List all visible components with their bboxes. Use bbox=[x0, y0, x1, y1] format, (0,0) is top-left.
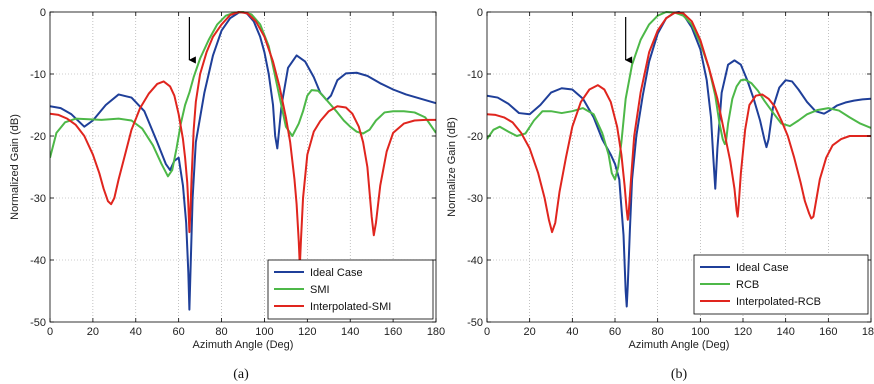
x-tick-label: 0 bbox=[484, 326, 490, 338]
x-axis-label: Azimuth Angle (Deg) bbox=[193, 339, 294, 351]
x-tick-label: 80 bbox=[652, 326, 664, 338]
y-tick-label: -20 bbox=[467, 131, 483, 143]
y-tick-label: -30 bbox=[467, 193, 483, 205]
x-tick-label: 40 bbox=[566, 326, 578, 338]
y-tick-label: -50 bbox=[30, 317, 46, 329]
panel-caption: (b) bbox=[671, 367, 688, 382]
legend-entry: SMI bbox=[310, 284, 330, 296]
x-tick-label: 120 bbox=[734, 326, 752, 338]
series-line-interpolated-smi bbox=[50, 11, 436, 268]
x-axis-label: Azimuth Angle (Deg) bbox=[629, 339, 730, 351]
x-tick-label: 100 bbox=[255, 326, 273, 338]
legend-entry: RCB bbox=[736, 279, 759, 291]
x-tick-label: 0 bbox=[47, 326, 53, 338]
legend: Ideal Case RCB Interpolated-RCB bbox=[693, 254, 869, 315]
x-tick-label: 100 bbox=[691, 326, 709, 338]
y-tick-label: -40 bbox=[30, 255, 46, 267]
x-tick-label: 20 bbox=[87, 326, 99, 338]
y-tick-label: -30 bbox=[30, 193, 46, 205]
y-tick-label: -10 bbox=[467, 69, 483, 81]
x-tick-label: 140 bbox=[341, 326, 359, 338]
legend: Ideal Case SMI Interpolated-SMI bbox=[267, 259, 434, 320]
x-tick-label: 120 bbox=[298, 326, 316, 338]
y-axis-label: Normalize Gain (dB) bbox=[446, 117, 458, 217]
y-tick-label: 0 bbox=[477, 7, 483, 19]
y-tick-label: 0 bbox=[40, 7, 46, 19]
chart-panel-a: 0 20 40 60 80 100 120 140 160 180 0 -10 -20 -30 -40 -50… bbox=[9, 7, 445, 382]
x-tick-label: 160 bbox=[819, 326, 837, 338]
y-tick-label: -20 bbox=[30, 131, 46, 143]
panel-caption: (a) bbox=[233, 367, 249, 382]
legend-entry: Ideal Case bbox=[310, 267, 363, 279]
x-tick-label: 140 bbox=[776, 326, 794, 338]
x-tick-label: 160 bbox=[384, 326, 402, 338]
y-tick-label: -10 bbox=[30, 69, 46, 81]
x-tick-label: 40 bbox=[130, 326, 142, 338]
x-tick-label: 60 bbox=[173, 326, 185, 338]
axes-frame bbox=[49, 11, 437, 323]
grid-lines bbox=[50, 12, 436, 322]
series-lines bbox=[487, 11, 871, 308]
x-tick-label: 180 bbox=[427, 326, 445, 338]
legend-entry: Interpolated-SMI bbox=[310, 301, 391, 313]
y-tick-label: -40 bbox=[467, 255, 483, 267]
series-line-smi bbox=[50, 11, 436, 178]
legend-entry: Interpolated-RCB bbox=[736, 296, 821, 308]
chart-panel-b: 0 20 40 60 80 100 120 140 160 180 0 -10 -20 -30 -40 -50… bbox=[446, 7, 874, 382]
y-axis-label: Normalized Gain (dB) bbox=[9, 114, 21, 220]
x-tick-label: 20 bbox=[524, 326, 536, 338]
legend-entry: Ideal Case bbox=[736, 262, 789, 274]
x-tick-label: 60 bbox=[609, 326, 621, 338]
series-line-interpolated-rcb bbox=[487, 11, 871, 234]
x-tick-label: 180 bbox=[862, 326, 874, 338]
x-tick-label: 80 bbox=[215, 326, 227, 338]
axes-frame bbox=[486, 11, 872, 323]
y-tick-label: -50 bbox=[467, 317, 483, 329]
